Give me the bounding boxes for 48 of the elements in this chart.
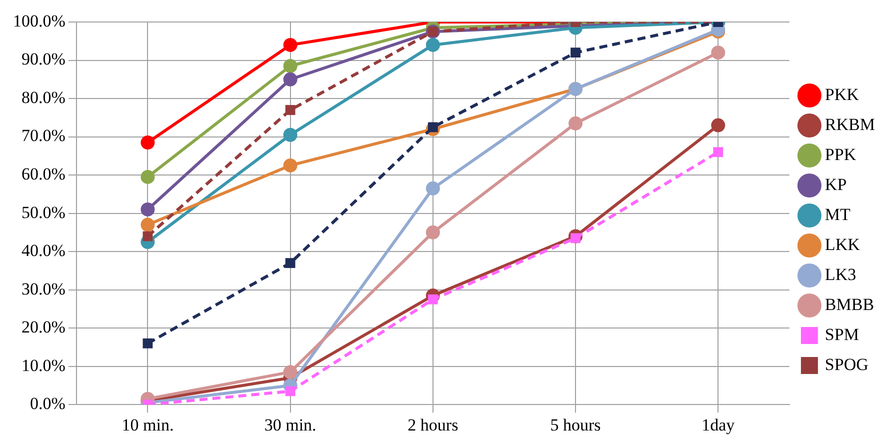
point (283, 128, 298, 142)
y-tick-label: 60.0% (21, 164, 66, 184)
point (426, 38, 440, 52)
legend-label: PPK (824, 144, 857, 164)
point (140, 202, 155, 216)
point (426, 225, 440, 240)
legend-label: KP (824, 174, 847, 194)
point (283, 158, 298, 172)
y-tick-label: 40.0% (21, 241, 66, 260)
point (285, 258, 296, 268)
x-tick-label: 30 min. (264, 415, 316, 434)
point (140, 170, 155, 184)
point (285, 105, 296, 115)
y-tick-label: 50.0% (21, 202, 66, 222)
x-tick-label: 1day (702, 415, 736, 434)
y-tick-label: 80.0% (21, 88, 66, 107)
legend-label: BMBB (824, 294, 874, 314)
point (568, 116, 583, 130)
point (570, 48, 580, 58)
point (140, 136, 155, 150)
legend-label: RKBM (824, 114, 876, 134)
point (711, 118, 726, 132)
point (283, 59, 298, 73)
point (285, 386, 296, 396)
y-tick-label: 90.0% (21, 50, 66, 69)
point (713, 147, 724, 158)
point (283, 72, 298, 86)
point (142, 338, 153, 348)
x-tick-label: 5 hours (550, 415, 601, 434)
y-tick-label: 10.0% (21, 356, 66, 375)
x-tick-label: 2 hours (408, 415, 458, 434)
y-tick-label: 30.0% (21, 279, 66, 298)
point (426, 181, 440, 196)
legend-label: SPOG (824, 354, 868, 374)
y-tick-label: 20.0% (21, 318, 66, 337)
point (283, 38, 298, 52)
legend-label: LK3 (824, 264, 856, 284)
legend-label: PKK (824, 84, 860, 104)
legend-label: LKK (824, 234, 861, 254)
point (142, 231, 153, 242)
y-tick-label: 0.0% (30, 394, 66, 414)
legend-label: MT (824, 204, 852, 224)
y-tick-label: 100.0% (12, 11, 66, 30)
y-tick-label: 70.0% (21, 126, 66, 146)
point (711, 46, 726, 60)
legend-label: SPM (824, 324, 859, 344)
x-tick-label: 10 min. (122, 415, 174, 434)
point (140, 218, 155, 232)
